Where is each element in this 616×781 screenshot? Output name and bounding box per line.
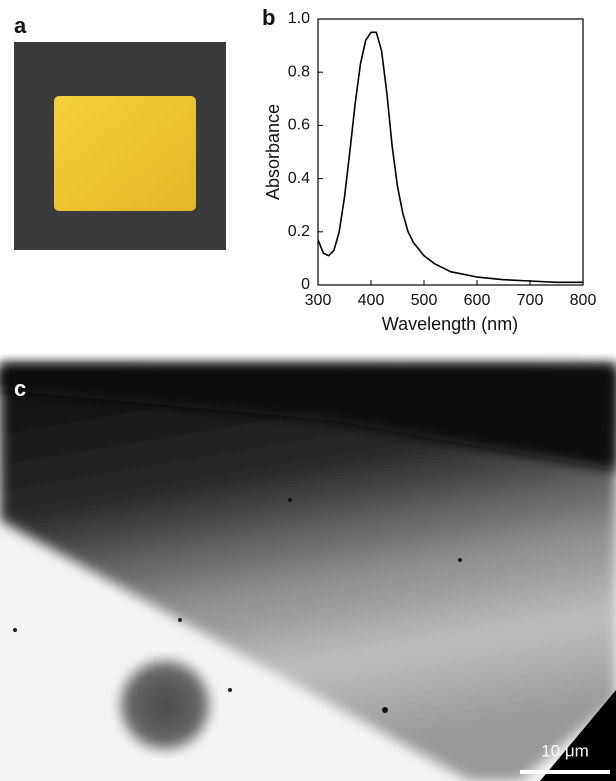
x-tick-label: 800 [570, 292, 597, 309]
x-axis-label: Wavelength (nm) [382, 314, 518, 334]
x-tick-label: 400 [358, 292, 385, 309]
y-tick-label: 0.8 [288, 63, 310, 80]
scale-bar [520, 770, 610, 774]
y-tick-label: 1.0 [288, 10, 310, 27]
plot-frame [318, 19, 583, 285]
y-axis-label: Absorbance [263, 104, 283, 200]
x-tick-label: 600 [464, 292, 491, 309]
panel-label: a [14, 13, 27, 38]
chart: 0 0.2 0.4 0.6 0.8 1.0 300 400 500 600 700 800 [288, 10, 597, 309]
scale-bar-label: 10 μm [541, 741, 589, 760]
panel-label: c [14, 376, 26, 401]
spectrum-line [318, 32, 583, 282]
x-tick-label: 700 [517, 292, 544, 309]
micrograph [0, 365, 616, 781]
y-tick-label: 0.6 [288, 117, 310, 134]
y-tick-label: 0 [301, 276, 310, 293]
x-tick-label: 300 [305, 292, 332, 309]
page: a b Absorbance Wavelength (nm) 0 0.2 0.4 0.… [0, 0, 616, 781]
x-tick-label: 500 [411, 292, 438, 309]
figure: a b Absorbance Wavelength (nm) 0 0.2 0.4 0.… [0, 0, 616, 781]
panel-label: b [262, 5, 275, 30]
y-tick-label: 0.4 [288, 170, 310, 187]
y-tick-label: 0.2 [288, 223, 310, 240]
yellow-sample [54, 96, 196, 211]
